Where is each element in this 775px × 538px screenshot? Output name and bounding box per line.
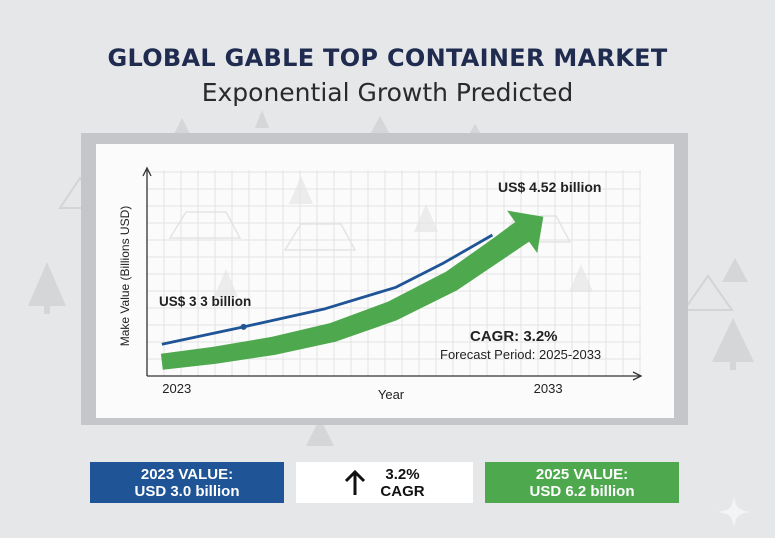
cagr-box: 3.2% CAGR <box>296 462 473 503</box>
tree-icon <box>306 418 334 446</box>
tree-icon <box>569 264 593 292</box>
value-2023-amount: USD 3.0 billion <box>134 482 240 500</box>
tent-icon <box>682 274 734 311</box>
value-2023-heading: 2023 VALUE: <box>140 465 234 483</box>
y-axis-arrow <box>142 166 152 177</box>
x-axis-arrow <box>632 371 643 381</box>
cagr-caption: CAGR <box>380 482 425 500</box>
end-value-point <box>522 220 530 228</box>
value-2025-amount: USD 6.2 billion <box>529 482 635 500</box>
chart-card: Make Value (Billions USD) Year 2023 2033 … <box>96 144 674 418</box>
y-axis-label: Make Value (Billions USD) <box>118 206 132 347</box>
tree-icon <box>289 176 313 204</box>
sparkle-icon <box>718 496 750 528</box>
page-title: GLOBAL GABLE TOP CONTAINER MARKET <box>107 44 668 72</box>
start-value-point <box>240 323 247 330</box>
chart-grid <box>147 170 641 376</box>
start-value-label: US$ 3 3 billion <box>159 294 251 309</box>
x-tick-labels: 2023 2033 <box>162 381 562 396</box>
page-subtitle: Exponential Growth Predicted <box>201 78 574 107</box>
arrow-up-icon <box>345 469 366 495</box>
value-2023-box: 2023 VALUE: USD 3.0 billion <box>90 462 284 503</box>
tent-icon <box>283 223 357 251</box>
x-tick-label: 2023 <box>162 381 191 396</box>
tree-icon <box>214 269 238 297</box>
value-2025-box: 2025 VALUE: USD 6.2 billion <box>485 462 679 503</box>
tree-icon <box>722 258 748 282</box>
x-axis-label: Year <box>378 387 405 402</box>
forecast-period-label: Forecast Period: 2025-2033 <box>440 347 601 362</box>
tree-icon <box>414 204 438 232</box>
market-value-line <box>161 233 494 346</box>
cagr-label: CAGR: 3.2% <box>470 328 558 345</box>
growth-chart: Make Value (Billions USD) Year 2023 2033 … <box>118 166 643 402</box>
value-2025-heading: 2025 VALUE: <box>535 465 629 483</box>
tree-icon <box>28 262 66 314</box>
tent-icon <box>498 215 572 243</box>
tree-icon <box>712 318 754 370</box>
series-layer <box>160 210 544 370</box>
end-value-label: US$ 4.52 billion <box>498 179 601 195</box>
x-tick-label: 2033 <box>534 381 563 396</box>
growth-arrow-series <box>160 210 544 370</box>
campfire-icon <box>255 110 269 128</box>
cagr-value: 3.2% <box>385 465 420 483</box>
